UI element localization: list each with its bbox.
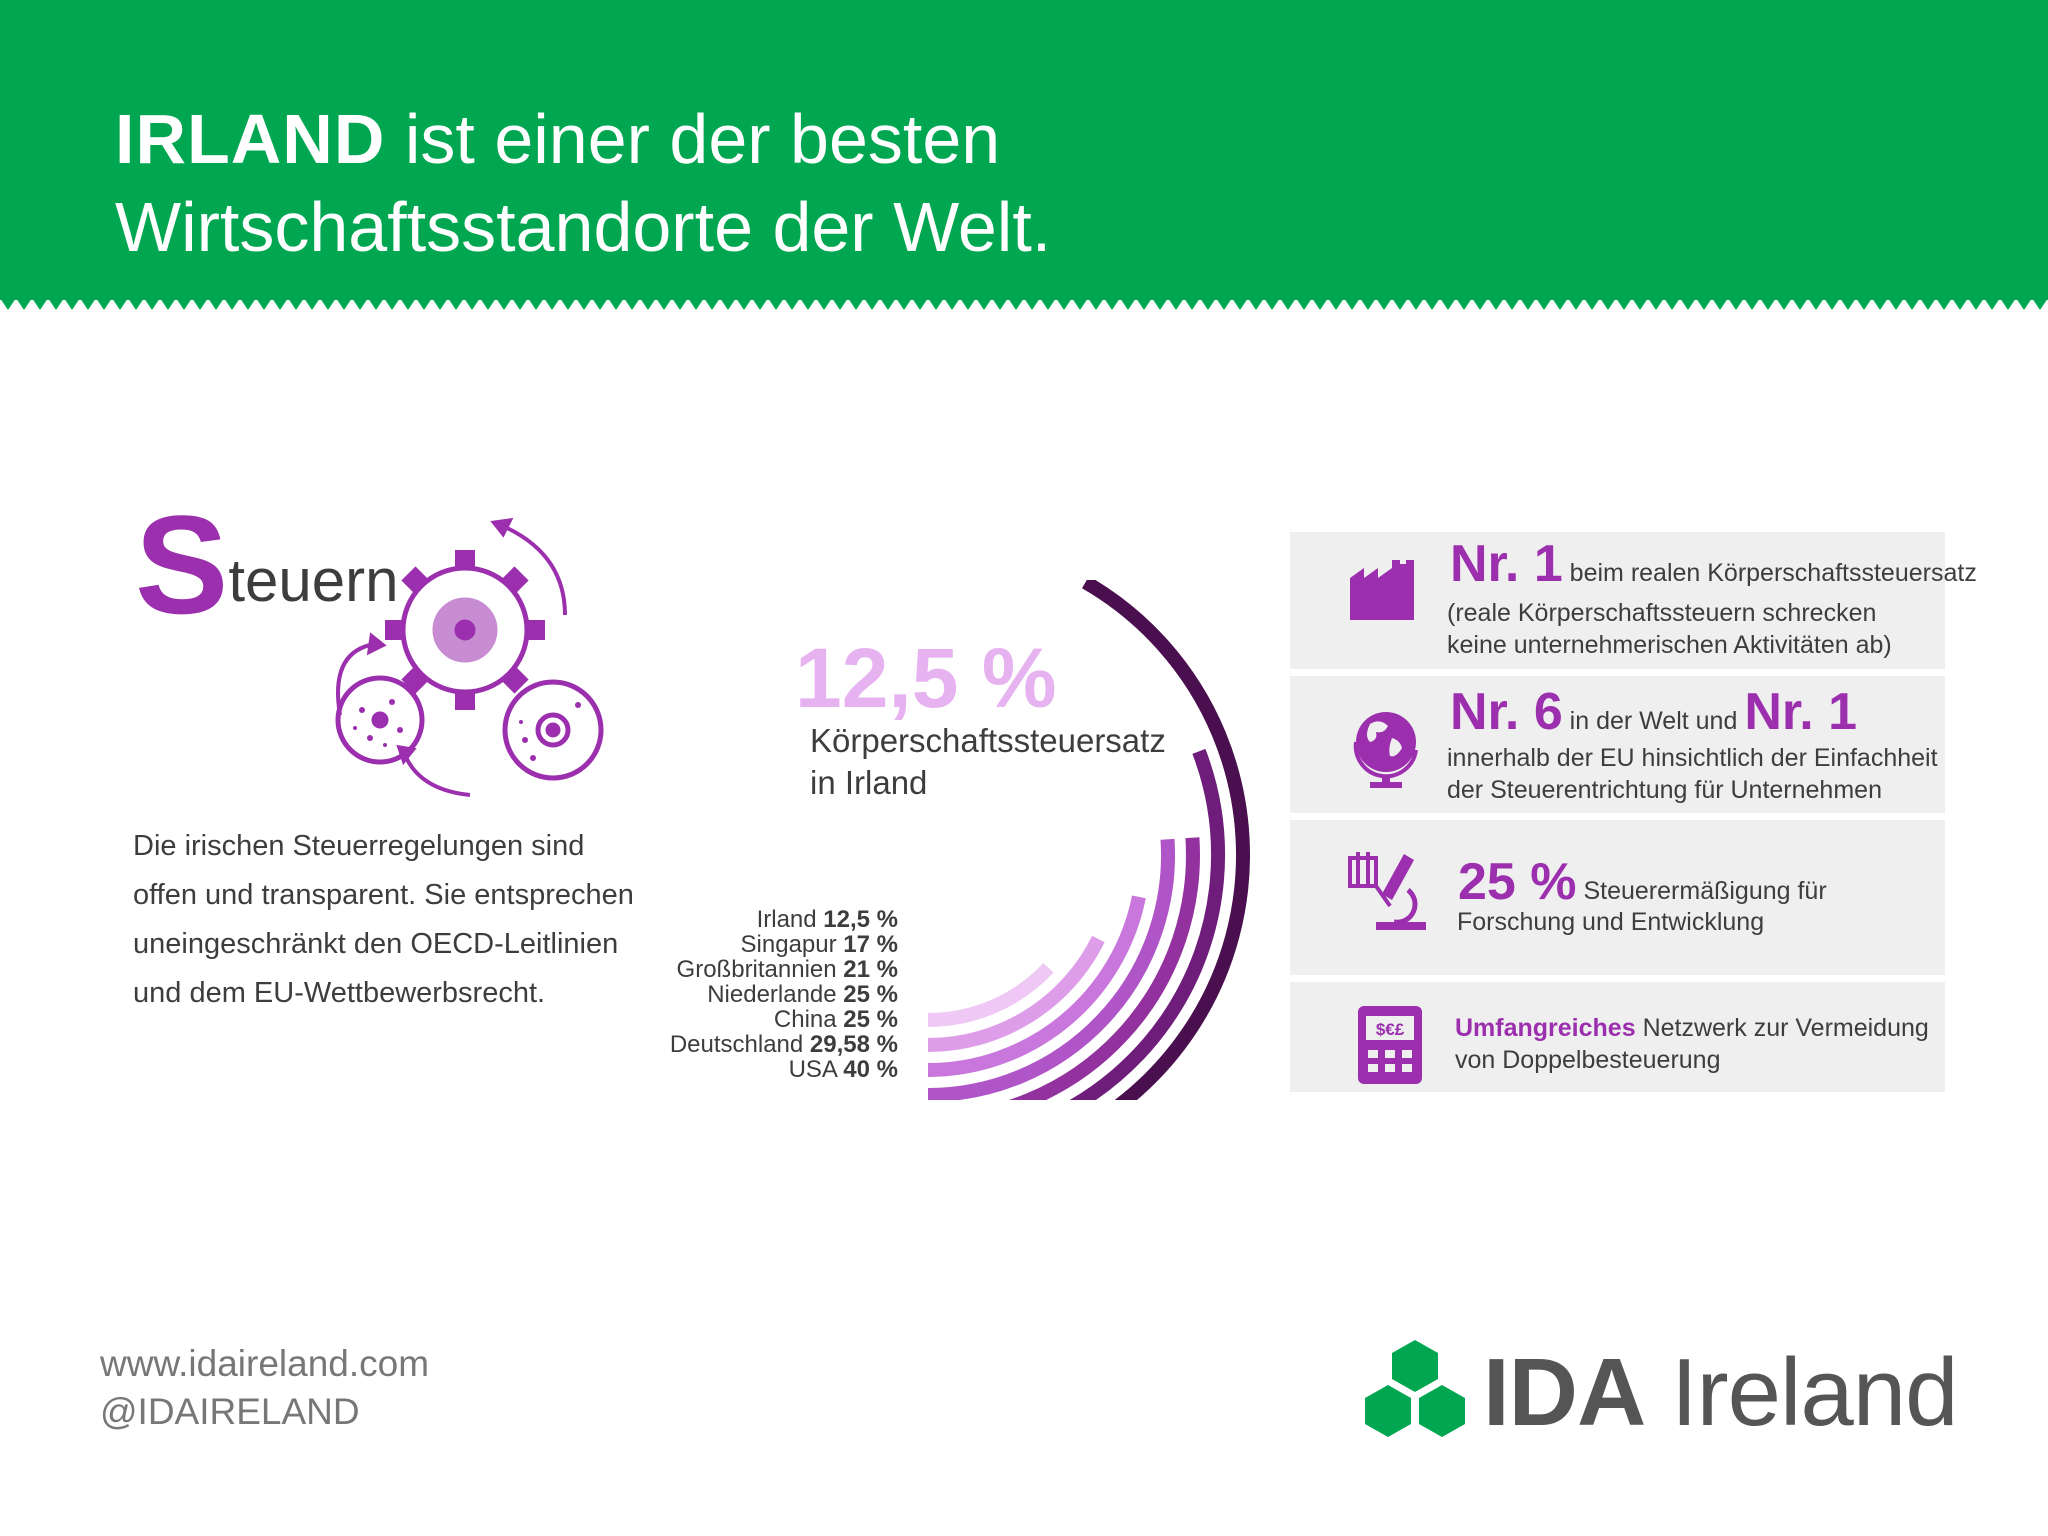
fact3-big: 25 % <box>1458 853 1577 911</box>
logo-rest: Ireland <box>1645 1339 1959 1446</box>
fact2-big2: Nr. 1 <box>1744 683 1858 741</box>
highlight-label: Körperschaftssteuersatz in Irland <box>810 720 1170 804</box>
ida-logo-text: IDA Ireland <box>1483 1338 1959 1448</box>
fact4-bold: Umfangreiches <box>1455 1014 1636 1042</box>
microscope-icon <box>1348 852 1426 930</box>
bar-niederlande <box>927 838 1175 1100</box>
footer-contact: www.idaireland.com @IDAIRELAND <box>100 1340 429 1436</box>
fact1-text2: (reale Körperschaftssteuern schrecken <box>1447 599 1877 627</box>
steuern-heading: Steuern <box>135 495 399 635</box>
fact1-text3: keine unternehmerischen Aktivitäten ab) <box>1447 631 1892 659</box>
fact-panel-4: $€£ Umfangreiches Netzwerk zur Vermeidun… <box>1290 982 1945 1092</box>
highlight-label-line2: in Irland <box>810 764 928 801</box>
highlight-value: 12,5 % <box>795 631 1057 725</box>
label-großbritannien: Großbritannien 21 % <box>677 956 898 983</box>
highlight-label-line1: Körperschaftssteuersatz <box>810 722 1166 759</box>
steuern-rest: teuern <box>228 547 399 614</box>
logo-bold: IDA <box>1483 1339 1646 1446</box>
label-irland: Irland 12,5 % <box>757 906 898 933</box>
fact1-text1: beim realen Körperschaftssteuersatz <box>1562 559 1977 587</box>
zigzag-divider <box>0 298 2048 310</box>
fact4-text2: von Doppelbesteuerung <box>1455 1046 1721 1074</box>
fact-panel-1: Nr. 1 beim realen Körperschaftssteuersat… <box>1290 532 1977 669</box>
factory-icon <box>1350 560 1414 620</box>
title-line1: ist einer der besten <box>385 100 1001 178</box>
calculator-icon: $€£ <box>1358 1006 1422 1084</box>
title-line2: Wirtschaftsstandorte der Welt. <box>115 188 1052 266</box>
fact3-text2: Forschung und Entwicklung <box>1457 908 1765 936</box>
bar-china <box>1008 837 1200 1100</box>
fact4-text1: Netzwerk zur Vermeidung <box>1635 1014 1929 1042</box>
fact2-text2: innerhalb der EU hinsichtlich der Einfac… <box>1447 744 1938 772</box>
fact2-text3: der Steuerentrichtung für Unternehmen <box>1447 776 1882 804</box>
gears-icon <box>335 517 604 797</box>
header-banner: IRLAND ist einer der besten Wirtschaftss… <box>0 0 2048 300</box>
label-usa: USA 40 % <box>789 1056 898 1083</box>
bar-deutschland <box>1069 748 1225 1100</box>
fact3-text1: Steuerermäßigung für <box>1576 877 1827 905</box>
globe-icon <box>1353 712 1418 788</box>
bar-großbritannien <box>927 895 1146 1077</box>
bar-singapur <box>927 935 1105 1052</box>
label-china: China 25 % <box>774 1006 898 1033</box>
steuern-description: Die irischen Steuerregelungen sind offen… <box>133 830 634 1009</box>
label-niederlande: Niederlande 25 % <box>707 981 898 1008</box>
steuern-initial: S <box>135 486 229 643</box>
label-singapur: Singapur 17 % <box>741 931 898 958</box>
ida-logo-icon <box>1365 1340 1465 1437</box>
title-bold: IRLAND <box>115 100 386 178</box>
fact1-big: Nr. 1 <box>1450 535 1563 593</box>
tax-rate-chart: Irland 12,5 %Singapur 17 %Großbritannien… <box>670 580 1250 1100</box>
twitter-handle[interactable]: @IDAIRELAND <box>100 1391 360 1432</box>
website-link[interactable]: www.idaireland.com <box>100 1343 430 1384</box>
bar-irland <box>927 962 1054 1027</box>
bar-usa <box>1081 580 1250 1100</box>
fact-panel-3: 25 % Steuerermäßigung für Forschung und … <box>1290 820 1945 975</box>
fact2-mid: in der Welt und <box>1562 707 1745 735</box>
fact-panel-2: Nr. 6 in der Welt und Nr. 1 innerhalb de… <box>1290 676 1945 813</box>
page-title: IRLAND ist einer der besten Wirtschaftss… <box>115 95 1051 271</box>
label-deutschland: Deutschland 29,58 % <box>670 1031 898 1058</box>
fact2-big: Nr. 6 <box>1450 683 1563 741</box>
calc-symbols: $€£ <box>1376 1020 1405 1039</box>
